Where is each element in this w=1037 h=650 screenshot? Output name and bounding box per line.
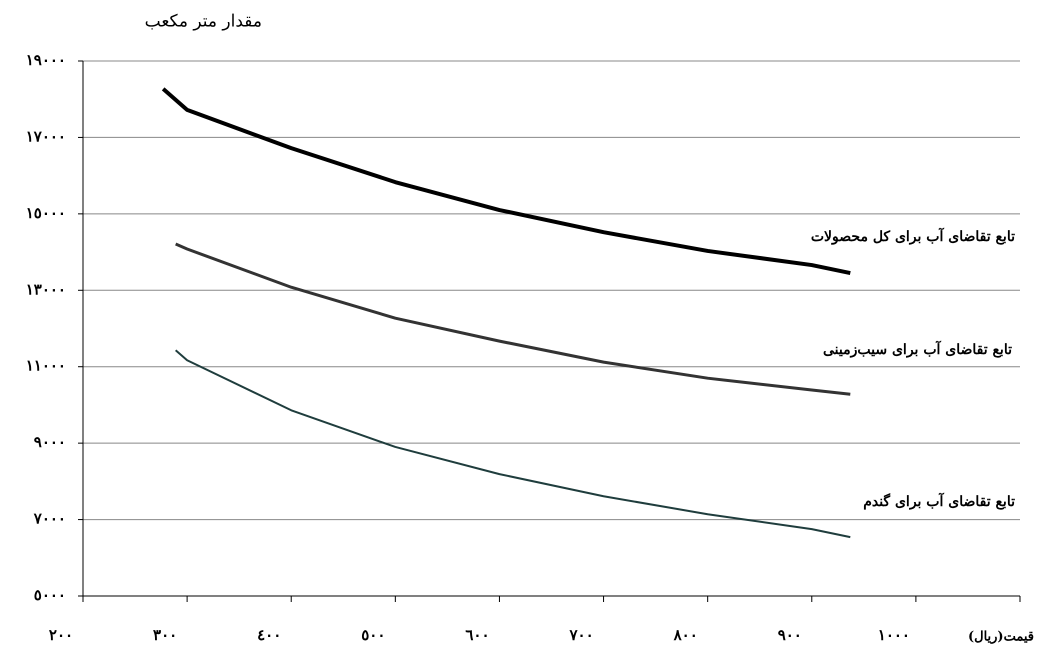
x-tick-label: ۷۰۰ <box>568 626 593 644</box>
y-tick-label: ۷۰۰۰ <box>33 510 66 528</box>
x-tick-label: ۸۰۰ <box>673 626 698 644</box>
series-line <box>175 242 851 396</box>
series-line <box>175 349 851 539</box>
x-tick-label: ۲۰۰ <box>49 626 73 644</box>
y-tick-label: ۱۹۰۰۰ <box>26 51 66 69</box>
x-tick-label: ۳۰۰ <box>153 626 177 644</box>
x-axis-title: قیمت(ریال) <box>968 630 1034 645</box>
x-tick-label: ٤۰۰ <box>257 626 281 644</box>
series-label: تابع تقاضای آب برای کل محصولات <box>811 227 1015 245</box>
series-label: تابع تقاضای آب برای گندم <box>863 492 1015 510</box>
x-tick-label: ۱۰۰۰ <box>878 626 910 644</box>
y-tick-label: ۹۰۰۰ <box>34 433 66 451</box>
x-tick-label: ۹۰۰ <box>778 626 802 644</box>
x-tick-label: ٦۰۰ <box>465 626 489 644</box>
y-tick-label: ۱۷۰۰۰ <box>26 127 66 145</box>
y-tick-label: ۱۱۰۰۰ <box>26 357 66 375</box>
x-tick-label: ٥۰۰ <box>361 626 385 644</box>
y-tick-label: ۱٥۰۰۰ <box>26 204 66 222</box>
y-tick-label: ٥۰۰۰ <box>34 586 66 604</box>
y-tick-label: ۱۳۰۰۰ <box>26 280 66 298</box>
series-line <box>161 87 851 276</box>
series-label: تابع تقاضای آب برای سیب‌زمینی <box>823 340 1012 358</box>
y-axis-title: مقدار متر مکعب <box>145 12 262 32</box>
